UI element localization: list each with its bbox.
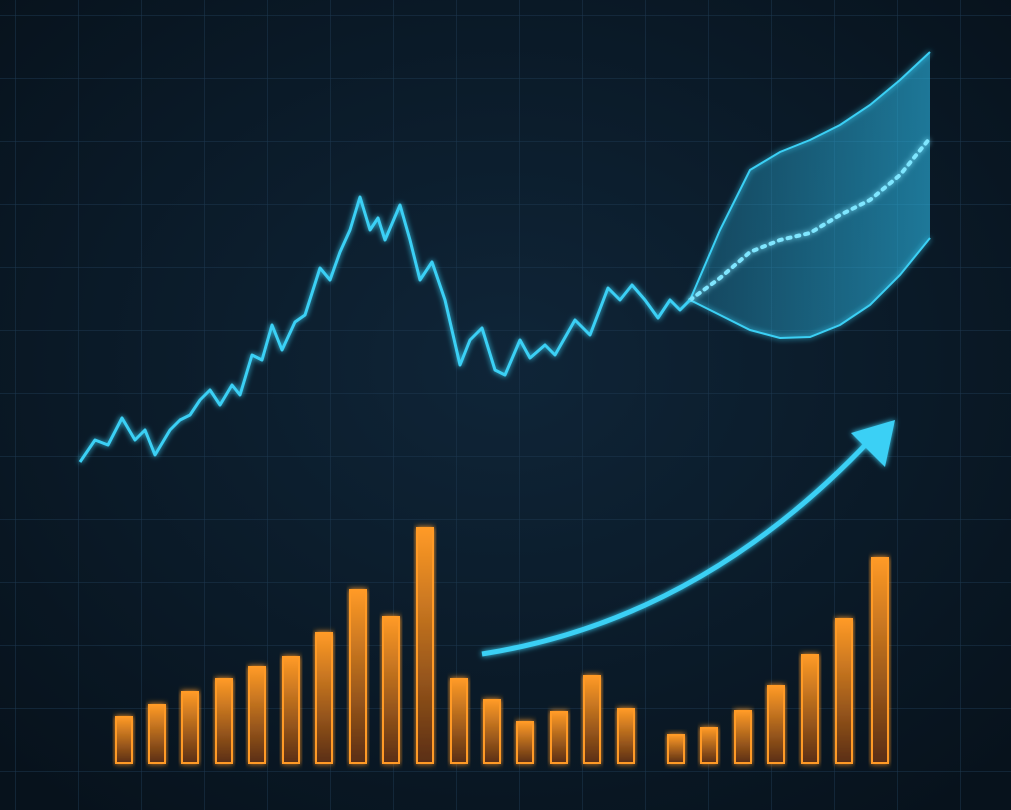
bar (416, 527, 434, 764)
forecast-lower (689, 237, 931, 340)
bar (516, 721, 534, 764)
bar (801, 654, 819, 764)
bar (115, 716, 133, 764)
line (78, 195, 692, 463)
bar (450, 678, 468, 764)
bar (483, 699, 501, 764)
trend-arrow-head (851, 420, 895, 467)
bar (835, 618, 853, 764)
forecast-upper (689, 51, 931, 301)
bar (148, 704, 166, 764)
bar (767, 685, 785, 764)
bar (734, 710, 752, 764)
bar (667, 734, 685, 764)
bar (382, 616, 400, 764)
forecast-band (690, 52, 930, 338)
bar (248, 666, 266, 764)
trend-arrow (481, 438, 872, 657)
bar (700, 727, 718, 764)
bar (550, 711, 568, 764)
bar (583, 675, 601, 764)
bar (215, 678, 233, 764)
bar (871, 557, 889, 764)
forecast-mid (688, 136, 932, 302)
bar (315, 632, 333, 764)
bar (181, 691, 199, 764)
bar (282, 656, 300, 764)
bar (349, 589, 367, 764)
bar (617, 708, 635, 764)
